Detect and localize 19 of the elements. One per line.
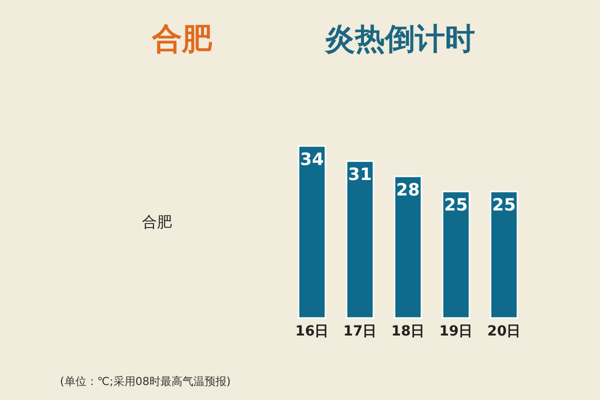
text: (单位：℃;采用08时最高气温预报): [60, 375, 231, 388]
bar: [298, 145, 326, 319]
bar: [346, 160, 374, 319]
bar: [442, 190, 470, 319]
chart-subtitle: 炎热倒计时: [324, 22, 475, 57]
x-tick-label: 19日: [439, 324, 473, 340]
text: 合肥: [142, 213, 172, 231]
chart-title: 合肥: [151, 22, 213, 57]
x-tick-label: 20日: [487, 324, 521, 340]
data-label: 31: [348, 165, 372, 186]
bar: [394, 176, 422, 319]
data-label: 34: [300, 150, 324, 170]
data-label: 25: [444, 196, 468, 216]
x-tick-label: 17日: [343, 324, 377, 340]
x-tick-label: 16日: [295, 324, 329, 340]
bar: [490, 190, 518, 319]
x-tick-label: 18日: [391, 324, 425, 340]
data-label: 25: [492, 196, 516, 216]
data-label: 28: [396, 180, 420, 200]
